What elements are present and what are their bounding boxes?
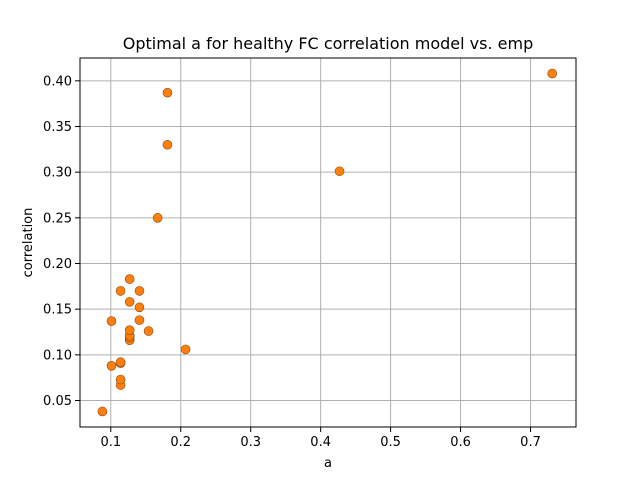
x-tick-label: 0.4 xyxy=(310,435,331,450)
data-point xyxy=(115,357,126,367)
plot-area xyxy=(80,58,576,427)
data-point xyxy=(124,297,135,307)
y-tick-label: 0.30 xyxy=(43,166,72,181)
y-axis-label: correlation xyxy=(21,208,36,278)
data-point xyxy=(106,361,117,371)
y-tick-label: 0.10 xyxy=(43,348,72,363)
y-axis-ticks: 0.05 0.10 0.15 0.20 0.25 0.30 0.35 0.40 xyxy=(43,74,80,409)
x-tick-label: 0.3 xyxy=(240,435,261,450)
data-point xyxy=(115,374,126,385)
x-axis-label: a xyxy=(324,456,332,471)
plot-frame xyxy=(79,57,577,428)
data-point xyxy=(124,325,135,335)
data-point xyxy=(115,286,126,296)
x-tick-label: 0.6 xyxy=(450,435,471,450)
data-point xyxy=(134,315,145,325)
y-tick-label: 0.20 xyxy=(43,257,72,272)
data-points xyxy=(97,68,558,417)
data-point xyxy=(124,274,135,284)
y-tick-label: 0.35 xyxy=(43,120,72,135)
data-point xyxy=(152,213,163,223)
data-point xyxy=(547,68,558,79)
y-tick-label: 0.15 xyxy=(43,303,72,318)
y-tick-label: 0.25 xyxy=(43,211,72,226)
x-axis-ticks: 0.1 0.2 0.3 0.4 0.5 0.6 0.7 xyxy=(100,427,541,450)
grid xyxy=(80,58,576,427)
x-tick-label: 0.2 xyxy=(170,435,191,450)
data-point xyxy=(134,302,145,313)
data-point xyxy=(143,326,154,336)
data-point xyxy=(134,286,145,296)
y-tick-label: 0.05 xyxy=(43,394,72,409)
data-point xyxy=(162,87,173,98)
data-point xyxy=(180,344,191,355)
chart-title: Optimal a for healthy FC correlation mod… xyxy=(123,34,533,53)
data-point xyxy=(106,316,117,326)
x-tick-label: 0.5 xyxy=(380,435,401,450)
data-point xyxy=(162,139,173,150)
data-point xyxy=(334,166,345,177)
data-point xyxy=(97,406,108,417)
x-tick-label: 0.7 xyxy=(520,435,541,450)
x-tick-label: 0.1 xyxy=(100,435,121,450)
y-tick-label: 0.40 xyxy=(43,74,72,89)
